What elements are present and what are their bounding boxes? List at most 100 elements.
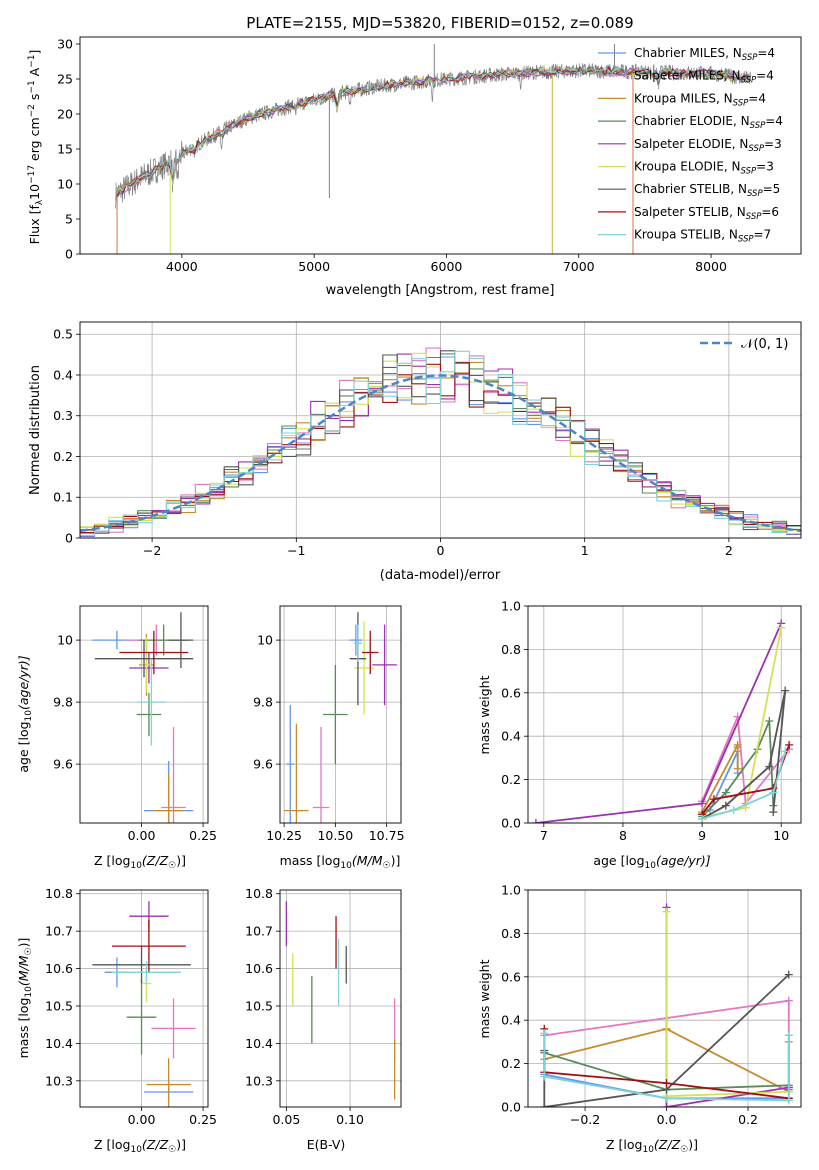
residuals-ylabel: Normed distribution	[28, 365, 43, 495]
Z-mass-point-4	[126, 979, 157, 1055]
y-tick-label: 0.5	[53, 327, 73, 342]
spectrum-model-2	[115, 66, 749, 199]
residuals-frame	[79, 321, 802, 539]
y-tick-label: 10.7	[45, 924, 73, 939]
y-tick-label: 0.2	[501, 772, 521, 787]
y-tick-label: 1.0	[501, 883, 521, 898]
ebv-mass-panel: 0.05 0.10 10.3 10.4 10.5 10.6 10.7 10.8	[245, 886, 402, 1127]
spectrum-model-3	[115, 66, 749, 199]
Z-age-panel: 0.00 0.25 9.6 9.8 10	[53, 605, 217, 843]
Z-age-point-11	[168, 612, 194, 668]
y-tick-label: 25	[57, 72, 73, 87]
y-tick-label: 9.6	[253, 757, 273, 772]
spectrum-xlabel: wavelength [Angstrom, rest frame]	[326, 283, 555, 298]
age-weight-marker-8-1	[729, 805, 738, 814]
x-tick-label: 10.25	[266, 828, 302, 843]
x-tick-label: 4000	[166, 259, 198, 274]
Z-age-point-9	[141, 637, 152, 693]
residuals-plot	[80, 347, 801, 538]
spectrum-legend: Chabrier MILES, NSSP=4 Salpeter MILES, NS…	[598, 46, 783, 245]
Z-mass-point-2	[151, 998, 196, 1059]
x-tick-label: −0.2	[570, 1112, 600, 1127]
x-tick-label: 1	[581, 543, 589, 558]
x-tick-label: 6000	[431, 259, 463, 274]
Z-age-point-5	[153, 773, 184, 823]
legend-label-2: Kroupa MILES, NSSP=4	[634, 91, 766, 108]
Z-mass-point-7	[92, 946, 191, 984]
spectrum-ylabel: Flux [fλ10−17 erg cm−2 s−1 A−1]	[27, 50, 45, 245]
age-weight-marker-2-3	[733, 764, 742, 773]
y-tick-label: 0.8	[501, 642, 521, 657]
y-tick-label: 10	[57, 177, 73, 192]
mass-age-point-5	[372, 624, 397, 706]
mass-age-xlabel: mass [log10(M/M☉)]	[280, 853, 401, 871]
mass-age-frame	[279, 605, 402, 824]
z-weight-xlabel: Z [log10(Z/Z☉)]	[606, 1137, 698, 1155]
Z-age-point-12	[119, 630, 189, 675]
spectrum-model-8	[115, 65, 749, 200]
residuals-xlabel: (data-model)/error	[380, 568, 501, 583]
y-tick-label: 5	[65, 212, 73, 227]
legend-label-5: Kroupa ELODIE, NSSP=3	[634, 160, 774, 177]
Z-age-point-6	[136, 692, 162, 737]
age-weight-panel: 7 8 9 10 0.0 0.2 0.4 0.6 0.8 1.0	[501, 599, 802, 843]
Z-weight-marker-8-3	[784, 1096, 793, 1105]
y-tick-label: 0.4	[53, 367, 73, 382]
age-weight-marker-8-3	[781, 747, 790, 756]
x-tick-label: 8000	[695, 259, 727, 274]
x-tick-label: 5000	[298, 259, 330, 274]
Z-weight-marker-1-1	[784, 996, 793, 1005]
x-tick-label: 2	[725, 543, 733, 558]
Z-mass-frame	[79, 889, 209, 1108]
Z-weight-marker-8-0	[540, 1029, 549, 1038]
mass-age-point-4	[323, 664, 348, 765]
residual-hist-8	[80, 350, 801, 537]
Z-weight-marker-6-1	[540, 1103, 549, 1107]
x-tick-label: 10	[773, 828, 789, 843]
age-weight-marker-3-1	[721, 788, 730, 797]
y-tick-label: 10.8	[245, 886, 273, 901]
x-tick-label: 9	[698, 828, 706, 843]
spectrum-title: PLATE=2155, MJD=53820, FIBERID=0152, z=0…	[246, 14, 633, 32]
age-weight-ylabel: mass weight	[477, 675, 492, 754]
mass-age-point-1	[349, 624, 363, 656]
y-tick-label: 0.3	[53, 408, 73, 423]
mass-age-panel: 10.25 10.50 10.75 9.6 9.8 10	[253, 605, 405, 843]
age-weight-plot	[531, 619, 794, 823]
age-weight-line-1	[701, 716, 790, 806]
age-weight-xlabel: age [log10(age/yr)]	[593, 853, 710, 871]
spectrum-model-7	[115, 66, 749, 199]
Z-age-frame	[79, 605, 209, 824]
y-tick-label: 0.0	[501, 1100, 521, 1115]
age-weight-marker-2-2	[733, 743, 742, 752]
x-tick-label: 0.25	[189, 828, 217, 843]
mass-age-point-6	[353, 621, 375, 715]
y-tick-label: 9.8	[253, 695, 273, 710]
spectrum-model-5	[115, 66, 749, 199]
y-tick-label: 0.2	[501, 1056, 521, 1071]
mass-age-point-8	[362, 630, 379, 675]
Z-weight-marker-8-2	[662, 1094, 671, 1103]
y-tick-label: 1.0	[501, 599, 521, 614]
ebv-xlabel: E(B-V)	[307, 1137, 346, 1152]
legend-label-0: Chabrier MILES, NSSP=4	[634, 46, 775, 63]
spectrum-panel: 4000 5000 6000 7000 8000 0 5 10 15 20 25 30 Chabrier…	[57, 36, 802, 274]
Z-weight-frame	[527, 889, 802, 1108]
spectrum-model-6	[115, 65, 749, 199]
Z-age-point-2	[161, 726, 186, 823]
z-weight-ylabel: mass weight	[477, 959, 492, 1038]
spectrum-frame	[79, 36, 802, 255]
legend-label-8: Kroupa STELIB, NSSP=7	[634, 228, 771, 245]
Z-mass-grid	[80, 890, 208, 1107]
y-tick-label: 10.5	[45, 998, 73, 1013]
Z-mass-panel: 0.00 0.25 10.3 10.4 10.5 10.6 10.7 10.8	[45, 886, 217, 1127]
y-tick-label: 10.5	[245, 998, 273, 1013]
y-tick-label: 15	[57, 142, 73, 157]
x-tick-label: 8	[619, 828, 627, 843]
mass-age-point-0	[286, 705, 295, 823]
x-tick-label: 10.75	[369, 828, 405, 843]
age-weight-marker-4-1	[698, 799, 707, 808]
age-weight-marker-6-1	[721, 801, 730, 810]
Z-weight-marker-8-4	[784, 1031, 793, 1040]
